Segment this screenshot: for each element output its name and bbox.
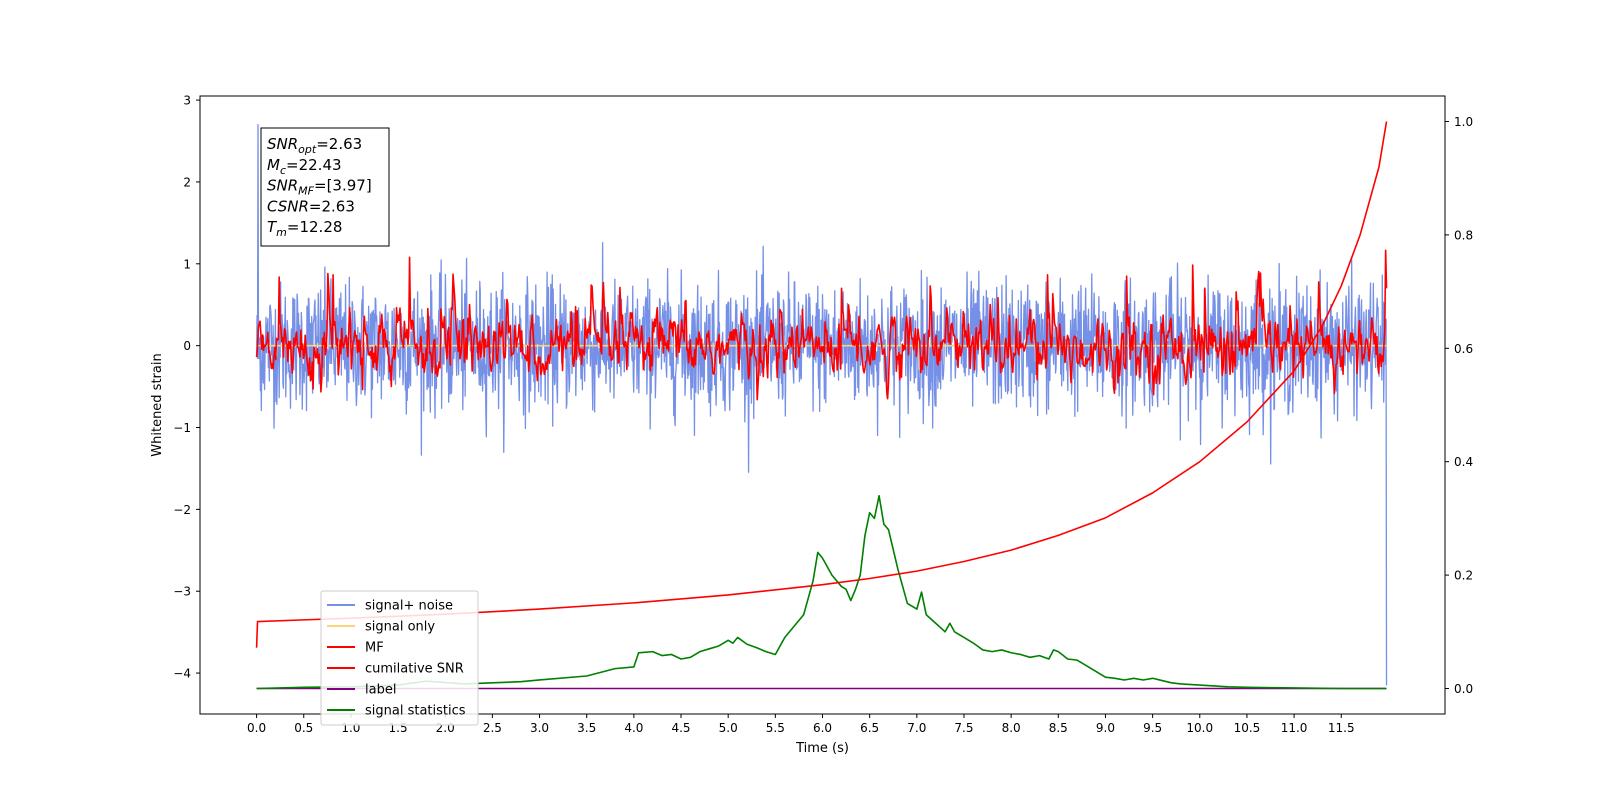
- legend-frame: [320, 590, 479, 726]
- y-left-tick-label: 3: [183, 94, 191, 108]
- x-tick-label: 10.5: [1234, 721, 1261, 735]
- x-tick-label: 9.0: [1096, 721, 1115, 735]
- y-axis-right: 1.0 0.8 0.6 0.4 0.2 0.0: [1445, 115, 1473, 696]
- x-tick-label: 6.0: [813, 721, 832, 735]
- x-tick-label: 10.0: [1186, 721, 1213, 735]
- legend-label: label: [365, 683, 396, 698]
- annotation-line: SNRopt=2.63: [267, 135, 362, 156]
- y-left-tick-label: −3: [173, 585, 191, 599]
- legend-label: signal statistics: [365, 704, 466, 719]
- x-tick-label: 8.0: [1002, 721, 1021, 735]
- annotation-frame: [260, 127, 390, 247]
- x-tick-label: 0.5: [294, 721, 313, 735]
- legend-label: MF: [365, 641, 384, 656]
- x-axis-label: Time (s): [795, 741, 849, 756]
- x-tick-label: 11.5: [1328, 721, 1355, 735]
- annotation-line: SNRMF=[3.97]: [267, 177, 372, 198]
- y-left-tick-label: 2: [183, 175, 191, 189]
- x-tick-label: 6.5: [860, 721, 879, 735]
- legend-label: cumilative SNR: [365, 662, 464, 677]
- annotation-line: CSNR=2.63: [267, 197, 355, 215]
- series-line-mf: [255, 249, 1388, 401]
- x-tick-label: 5.5: [766, 721, 785, 735]
- stats-annotation-box: SNRopt=2.63Mc=22.43SNRMF=[3.97]CSNR=2.63…: [260, 127, 390, 247]
- legend: signal+ noise signal only MF cumilative SNR…: [320, 590, 479, 726]
- series-line-signal-statistics: [256, 494, 1387, 690]
- x-tick-label: 8.5: [1049, 721, 1068, 735]
- y-right-tick-label: 0.6: [1454, 342, 1473, 356]
- x-tick-label: 7.0: [907, 721, 926, 735]
- series-line-signal-noise: [255, 124, 1388, 686]
- legend-label: signal+ noise: [365, 599, 453, 614]
- y-right-tick-label: 0.8: [1454, 228, 1473, 242]
- x-tick-label: 3.0: [530, 721, 549, 735]
- x-tick-label: 0.0: [247, 721, 266, 735]
- y-left-tick-label: 0: [183, 339, 191, 353]
- x-tick-label: 5.0: [719, 721, 738, 735]
- y-right-tick-label: 0.0: [1454, 682, 1473, 696]
- x-tick-label: 7.5: [954, 721, 973, 735]
- y-left-tick-label: −1: [173, 421, 191, 435]
- x-tick-label: 4.5: [671, 721, 690, 735]
- x-tick-label: 4.0: [624, 721, 643, 735]
- x-axis: 0.0 0.5 1.0 1.5 2.0 2.5 3.0 3.5 4.0 4.5 5.0 5.5 6.0 6…: [247, 714, 1355, 735]
- y-right-tick-label: 1.0: [1454, 115, 1473, 129]
- y-right-tick-label: 0.2: [1454, 569, 1473, 583]
- annotation-line: Mc=22.43: [267, 156, 342, 177]
- x-tick-label: 2.5: [483, 721, 502, 735]
- y-axis-label: Whitened strain: [150, 353, 165, 456]
- x-tick-label: 11.0: [1281, 721, 1308, 735]
- x-tick-label: 9.5: [1143, 721, 1162, 735]
- y-axis-left: 3 2 1 0 −1 −2 −3 −4: [173, 94, 200, 681]
- series-line-cumilative-snr: [255, 121, 1388, 648]
- annotation-line: Tm=12.28: [267, 218, 342, 239]
- x-tick-label: 3.5: [577, 721, 596, 735]
- legend-label: signal only: [365, 620, 435, 635]
- y-left-tick-label: −2: [173, 503, 191, 517]
- y-left-tick-label: −4: [173, 667, 191, 681]
- y-left-tick-label: 1: [183, 257, 191, 271]
- y-right-tick-label: 0.4: [1454, 455, 1473, 469]
